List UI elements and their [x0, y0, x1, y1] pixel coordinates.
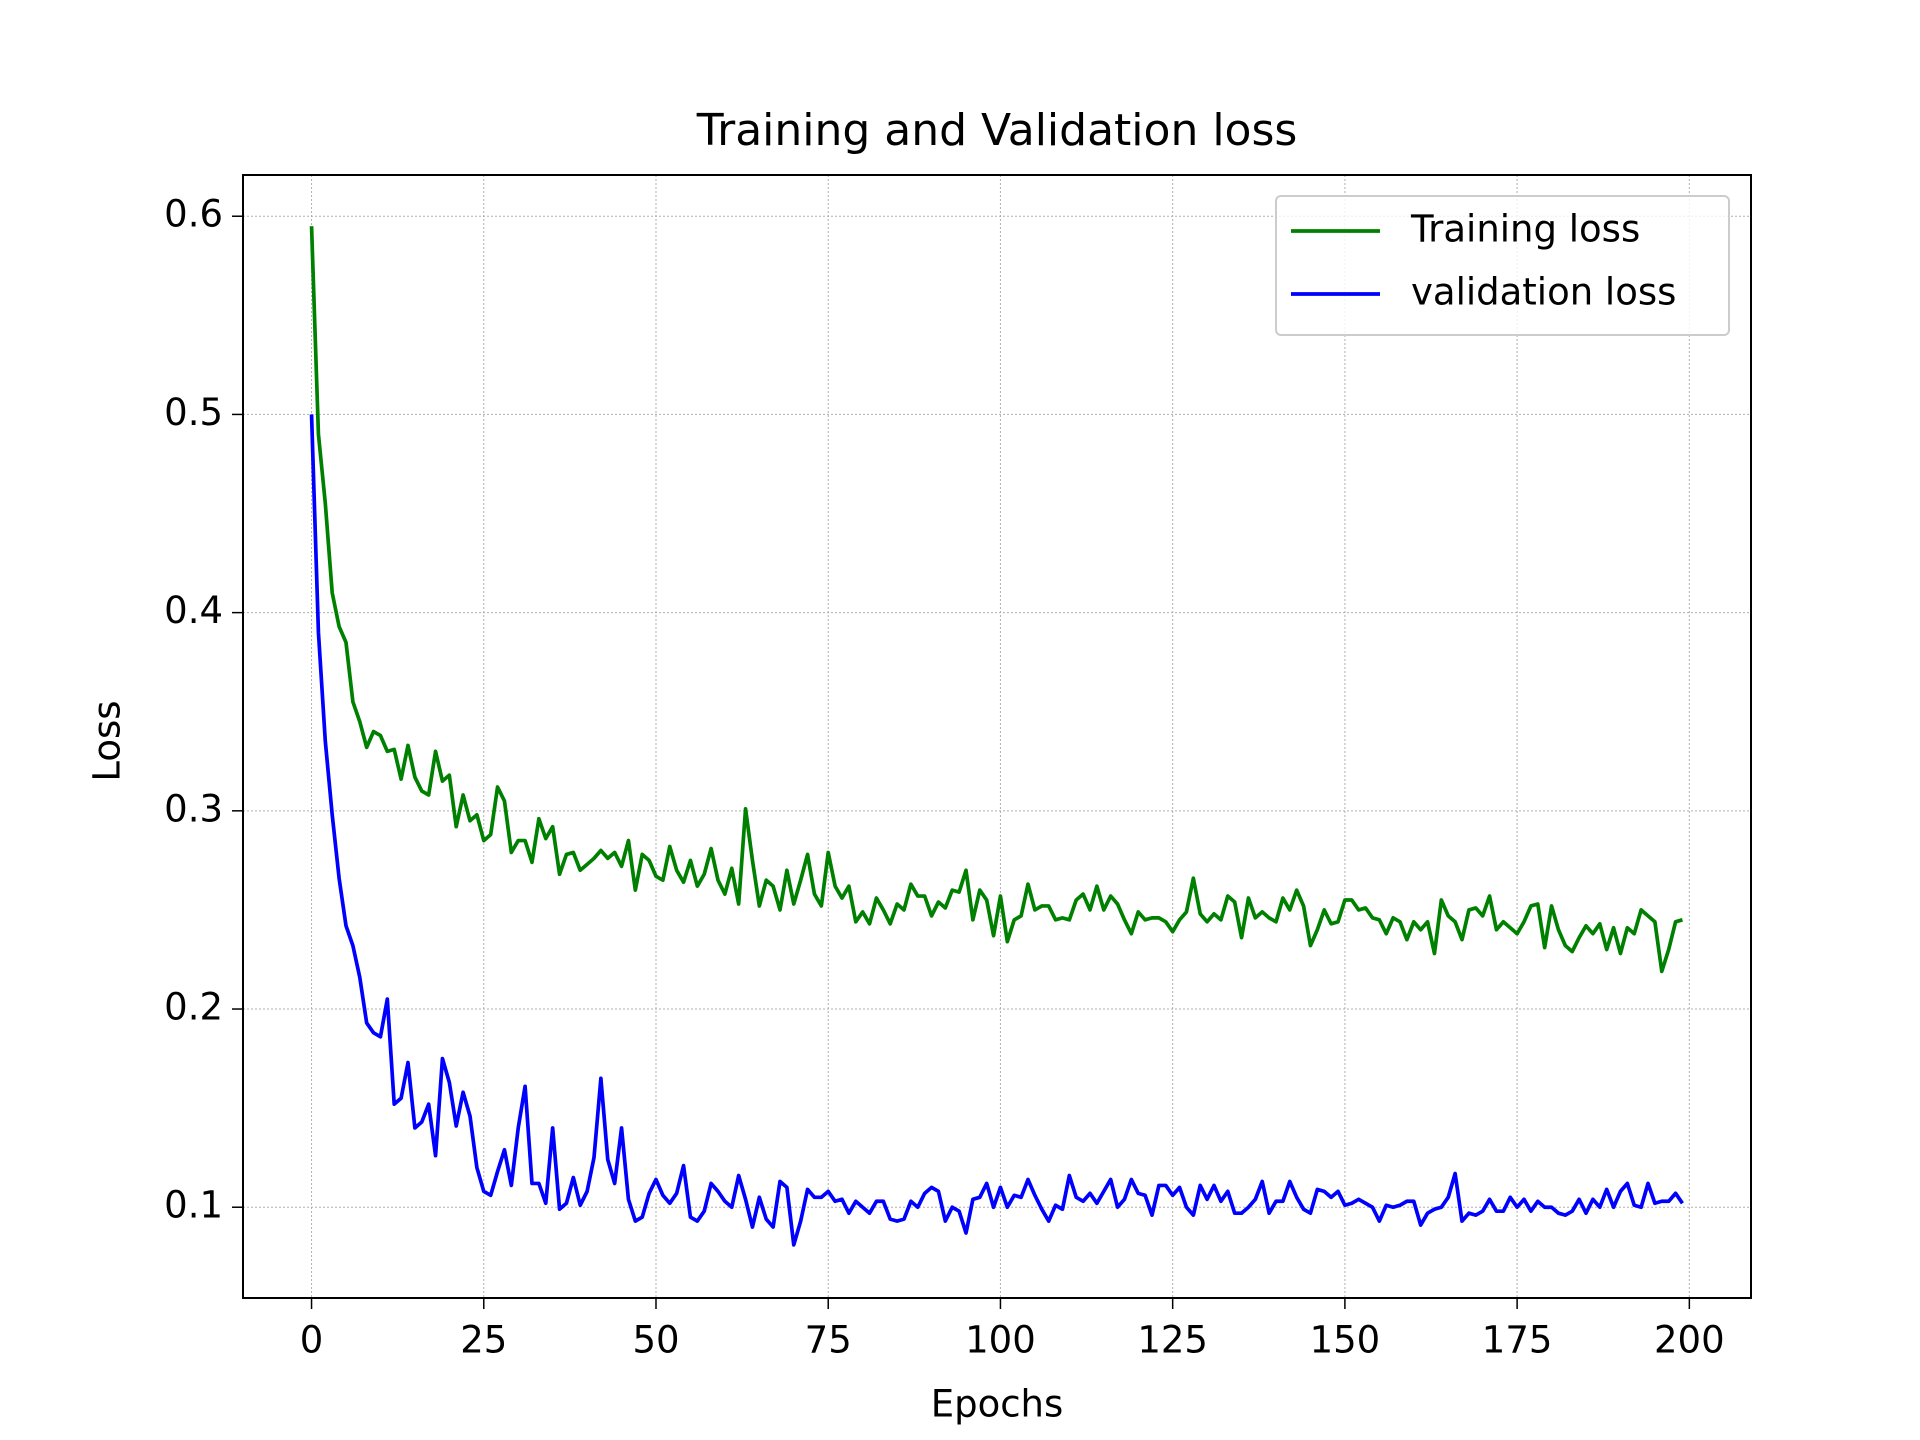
- x-tick-label: 75: [805, 1319, 852, 1362]
- x-tick-label: 0: [300, 1319, 324, 1362]
- plot-frame: [242, 174, 1752, 1299]
- y-tick-label: 0.1: [164, 1184, 223, 1227]
- x-tick-label: 25: [460, 1319, 507, 1362]
- y-tick-label: 0.2: [164, 986, 223, 1029]
- x-axis-label: Epochs: [931, 1383, 1064, 1426]
- legend-box: [1275, 195, 1730, 336]
- y-axis-label: Loss: [86, 700, 129, 781]
- x-tick-label: 100: [965, 1319, 1036, 1362]
- data-line: [309, 226, 1683, 974]
- x-tick-label: 50: [632, 1319, 679, 1362]
- x-tick-label: 175: [1482, 1319, 1553, 1362]
- y-tick-label: 0.5: [164, 391, 223, 434]
- legend-label: Training loss: [1410, 208, 1640, 251]
- y-tick-label: 0.4: [164, 589, 223, 632]
- y-tick-label: 0.3: [164, 787, 223, 830]
- x-tick-label: 125: [1137, 1319, 1208, 1362]
- chart-title: Training and Validation loss: [696, 105, 1298, 156]
- x-tick-label: 150: [1310, 1319, 1381, 1362]
- y-tick-label: 0.6: [164, 193, 223, 236]
- x-tick-label: 200: [1654, 1319, 1725, 1362]
- data-line: [309, 414, 1684, 1247]
- legend-label: validation loss: [1411, 271, 1676, 314]
